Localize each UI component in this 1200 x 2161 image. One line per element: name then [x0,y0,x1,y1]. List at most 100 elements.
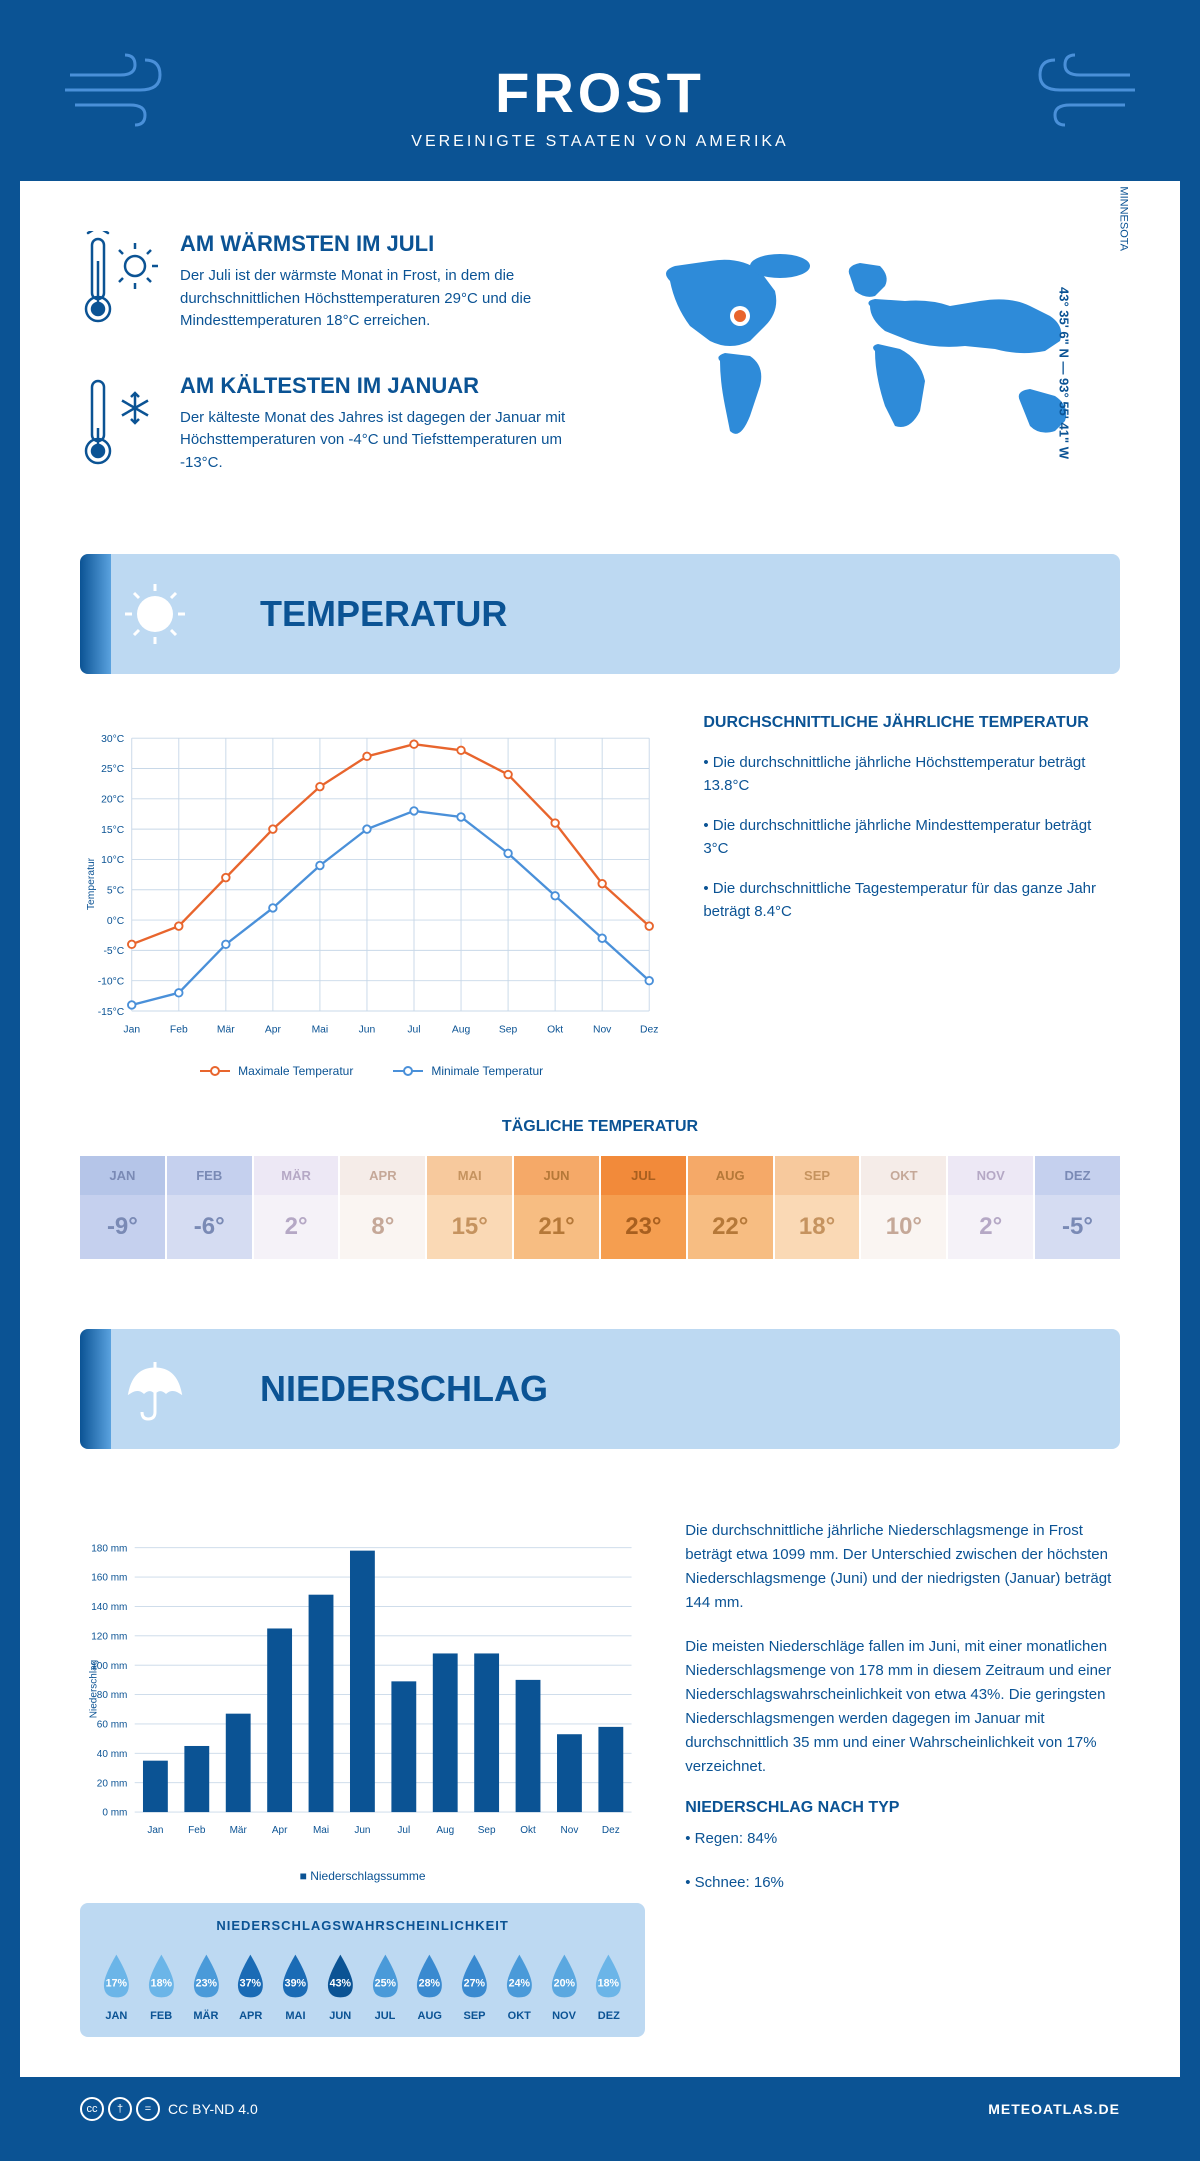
precip-type2: • Schnee: 16% [685,1871,1120,1895]
svg-text:Jun: Jun [354,1825,370,1836]
probability-box: NIEDERSCHLAGSWAHRSCHEINLICHKEIT 17%JAN18… [80,1903,645,2037]
svg-text:Apr: Apr [272,1825,288,1836]
svg-text:Nov: Nov [593,1025,612,1036]
footer: cc † = CC BY-ND 4.0 METEOATLAS.DE [20,2077,1180,2141]
temp-info-p2: • Die durchschnittliche jährliche Mindes… [703,815,1120,860]
probability-item: 27%SEP [453,1948,496,2022]
svg-text:15°C: 15°C [101,825,125,836]
precip-p2: Die meisten Niederschläge fallen im Juni… [685,1635,1120,1779]
page-subtitle: VEREINIGTE STAATEN VON AMERIKA [40,133,1160,151]
svg-text:40 mm: 40 mm [97,1749,128,1760]
warmest-title: AM WÄRMSTEN IM JULI [180,231,580,257]
svg-text:-15°C: -15°C [98,1007,125,1018]
svg-text:Dez: Dez [602,1825,620,1836]
svg-text:5°C: 5°C [107,886,125,897]
sun-icon [120,579,190,649]
daily-temp-title: TÄGLICHE TEMPERATUR [80,1118,1120,1136]
svg-text:20%: 20% [553,1978,575,1990]
svg-text:Okt: Okt [547,1025,563,1036]
probability-item: 24%OKT [498,1948,541,2022]
svg-text:20 mm: 20 mm [97,1778,128,1789]
temperature-chart: -15°C-10°C-5°C0°C5°C10°C15°C20°C25°C30°C… [80,714,663,1078]
svg-text:80 mm: 80 mm [97,1690,128,1701]
temp-cell: SEP18° [775,1156,862,1259]
daily-temp-grid: JAN-9°FEB-6°MÄR2°APR8°MAI15°JUN21°JUL23°… [80,1156,1120,1259]
site-name: METEOATLAS.DE [988,2101,1120,2117]
svg-text:18%: 18% [150,1978,172,1990]
svg-text:25°C: 25°C [101,764,125,775]
license-text: CC BY-ND 4.0 [168,2101,258,2117]
probability-item: 39%MAI [274,1948,317,2022]
temp-cell: APR8° [340,1156,427,1259]
svg-text:37%: 37% [240,1978,262,1990]
svg-text:28%: 28% [419,1978,441,1990]
svg-text:24%: 24% [509,1978,531,1990]
temp-cell: MÄR2° [254,1156,341,1259]
svg-text:Jan: Jan [123,1025,140,1036]
svg-text:120 mm: 120 mm [91,1631,127,1642]
svg-text:43%: 43% [330,1978,352,1990]
legend-min: Minimale Temperatur [431,1064,543,1078]
by-icon: † [108,2097,132,2121]
probability-item: 17%JAN [95,1948,138,2022]
temp-cell: OKT10° [861,1156,948,1259]
svg-text:27%: 27% [464,1978,486,1990]
temp-cell: AUG22° [688,1156,775,1259]
svg-text:160 mm: 160 mm [91,1573,127,1584]
svg-text:Aug: Aug [436,1825,454,1836]
svg-text:Mär: Mär [217,1025,235,1036]
probability-item: 43%JUN [319,1948,362,2022]
probability-item: 28%AUG [408,1948,451,2022]
intro-section: AM WÄRMSTEN IM JULI Der Juli ist der wär… [20,181,1180,554]
svg-text:18%: 18% [598,1978,620,1990]
svg-text:Dez: Dez [640,1025,658,1036]
probability-title: NIEDERSCHLAGSWAHRSCHEINLICHKEIT [95,1918,630,1933]
temp-cell: NOV2° [948,1156,1035,1259]
svg-text:17%: 17% [106,1978,128,1990]
svg-text:30°C: 30°C [101,734,125,745]
cc-icons: cc † = [80,2097,160,2121]
svg-text:Niederschlag: Niederschlag [88,1660,99,1718]
probability-item: 18%FEB [140,1948,183,2022]
coldest-title: AM KÄLTESTEN IM JANUAR [180,373,580,399]
svg-text:Feb: Feb [188,1825,206,1836]
temp-cell: DEZ-5° [1035,1156,1120,1259]
probability-item: 18%DEZ [587,1948,630,2022]
svg-text:Jul: Jul [407,1025,420,1036]
probability-item: 25%JUL [364,1948,407,2022]
svg-text:Jan: Jan [147,1825,163,1836]
svg-text:23%: 23% [195,1978,217,1990]
svg-text:180 mm: 180 mm [91,1543,127,1554]
precip-type1: • Regen: 84% [685,1827,1120,1851]
precipitation-title: NIEDERSCHLAG [260,1368,548,1410]
legend-max: Maximale Temperatur [238,1064,353,1078]
temp-cell: FEB-6° [167,1156,254,1259]
temperature-title: TEMPERATUR [260,593,507,635]
svg-text:Nov: Nov [561,1825,579,1836]
temp-info-title: DURCHSCHNITTLICHE JÄHRLICHE TEMPERATUR [703,714,1120,732]
umbrella-icon [120,1354,190,1424]
svg-text:60 mm: 60 mm [97,1720,128,1731]
svg-text:Apr: Apr [265,1025,282,1036]
probability-item: 23%MÄR [185,1948,228,2022]
svg-text:Mai: Mai [312,1025,329,1036]
svg-text:20°C: 20°C [101,795,125,806]
precipitation-header: NIEDERSCHLAG [80,1329,1120,1449]
svg-text:Temperatur: Temperatur [86,857,97,910]
header: FROST VEREINIGTE STAATEN VON AMERIKA [20,20,1180,181]
nd-icon: = [136,2097,160,2121]
region-label: MINNESOTA [1118,186,1130,251]
svg-text:Mai: Mai [313,1825,329,1836]
svg-text:Feb: Feb [170,1025,188,1036]
temp-cell: JAN-9° [80,1156,167,1259]
svg-text:-5°C: -5°C [103,946,124,957]
temp-info-p3: • Die durchschnittliche Tagestemperatur … [703,878,1120,923]
precip-legend: Niederschlagssumme [310,1869,425,1883]
world-map [620,231,1120,491]
svg-text:0 mm: 0 mm [102,1808,127,1819]
precip-type-title: NIEDERSCHLAG NACH TYP [685,1799,1120,1817]
probability-item: 37%APR [229,1948,272,2022]
wind-icon-left [60,50,180,130]
svg-text:Jul: Jul [397,1825,410,1836]
temp-info-p1: • Die durchschnittliche jährliche Höchst… [703,752,1120,797]
